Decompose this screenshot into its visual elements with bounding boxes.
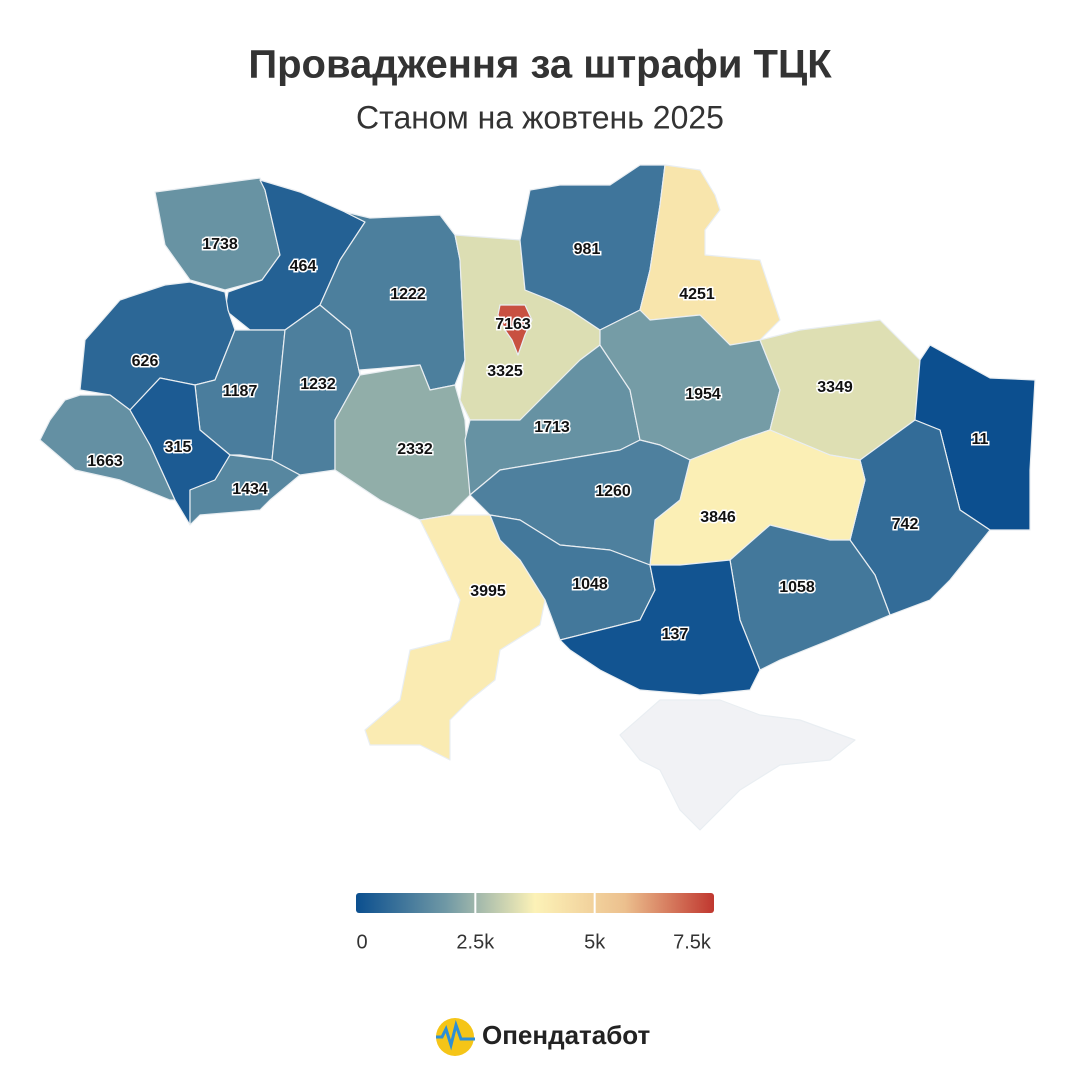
region-value-label: 1434 <box>232 481 268 498</box>
region-value-label: 626 <box>132 353 159 370</box>
region <box>189 454 301 526</box>
region-value-label: 1058 <box>779 579 815 596</box>
region-value-label: 2332 <box>397 441 433 458</box>
brand-logo-wave <box>436 1019 475 1051</box>
region-value-label: 981 <box>574 241 601 258</box>
region-value-label: 1048 <box>572 576 608 593</box>
crimea <box>619 699 856 831</box>
region-value-label: 1260 <box>595 483 631 500</box>
region-value-label: 1663 <box>87 453 123 470</box>
brand-name: Опендатабот <box>482 1020 651 1050</box>
region <box>154 177 281 291</box>
region-labels: 1738 464 626 1187 1232 1663 315 1434 1222 2332 332… <box>86 235 990 645</box>
brand: Опендатабот <box>436 1018 651 1056</box>
regions <box>39 164 1036 831</box>
region <box>497 304 533 356</box>
region-value-label: 3325 <box>487 363 523 380</box>
tick-label: 2.5k <box>456 931 495 953</box>
region-value-label: 464 <box>290 258 317 275</box>
region-value-label: 4251 <box>679 286 715 303</box>
region-value-label: 3995 <box>470 583 506 600</box>
region-value-label: 1232 <box>300 376 336 393</box>
region-value-label: 3349 <box>817 379 853 396</box>
tick-label: 5k <box>584 931 606 953</box>
region-value-label: 7163 <box>495 316 531 333</box>
tick-label: 0 <box>356 931 367 953</box>
color-bar <box>356 893 714 913</box>
region-value-label: 11 <box>972 431 989 448</box>
tick-label: 7.5k <box>673 931 712 953</box>
region-value-label: 137 <box>662 626 689 643</box>
region-value-label: 1738 <box>202 236 238 253</box>
region-value-label: 742 <box>892 516 919 533</box>
region-value-label: 1222 <box>390 286 426 303</box>
region <box>559 559 761 696</box>
region-value-label: 1187 <box>223 383 258 400</box>
chart-subtitle: Станом на жовтень 2025 <box>356 99 724 135</box>
region-value-label: 1954 <box>685 386 721 403</box>
region-value-label: 3846 <box>700 509 736 526</box>
region <box>39 394 176 501</box>
region-value-label: 315 <box>165 439 192 456</box>
chart-title: Провадження за штрафи ТЦК <box>248 43 832 87</box>
color-legend: 0 2.5k 5k 7.5k <box>356 893 714 953</box>
region-value-label: 1713 <box>534 419 570 436</box>
